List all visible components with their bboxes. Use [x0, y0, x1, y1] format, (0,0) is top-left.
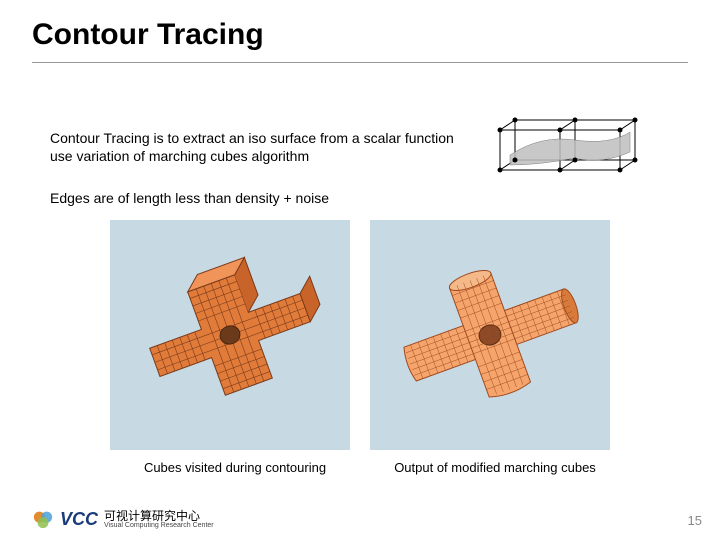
figure-row	[110, 220, 610, 450]
logo-org-zh: 可视计算研究中心	[104, 510, 214, 522]
page-number: 15	[688, 513, 702, 528]
title-rule	[32, 62, 688, 63]
marching-cubes-diagram	[480, 110, 680, 190]
logo-org: 可视计算研究中心 Visual Computing Research Cente…	[104, 510, 214, 529]
figure-mesh	[370, 220, 610, 450]
body-paragraph-1: Contour Tracing is to extract an iso sur…	[50, 130, 470, 165]
logo-org-en: Visual Computing Research Center	[104, 522, 214, 529]
vcc-logo-icon	[32, 508, 54, 530]
page-title: Contour Tracing	[32, 18, 264, 52]
body-paragraph-2: Edges are of length less than density + …	[50, 190, 470, 208]
logo-text: VCC	[60, 509, 98, 530]
footer-logo: VCC 可视计算研究中心 Visual Computing Research C…	[32, 508, 214, 530]
caption-right: Output of modified marching cubes	[370, 460, 620, 475]
caption-left: Cubes visited during contouring	[120, 460, 350, 475]
figure-cubes	[110, 220, 350, 450]
slide: Contour Tracing Contour Tracing is to ex…	[0, 0, 720, 540]
